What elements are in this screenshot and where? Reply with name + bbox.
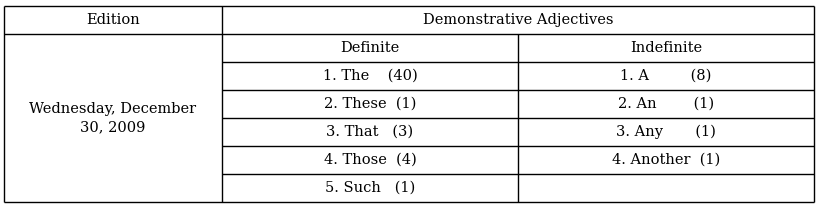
Text: Indefinite: Indefinite [630,41,702,55]
Text: 4. Another  (1): 4. Another (1) [612,153,720,167]
Text: Definite: Definite [340,41,400,55]
Text: 2. An        (1): 2. An (1) [618,97,714,111]
Text: 1. A         (8): 1. A (8) [620,69,712,83]
Text: 5. Such   (1): 5. Such (1) [325,181,415,195]
Text: 3. Any       (1): 3. Any (1) [616,125,716,139]
Text: Edition: Edition [86,13,140,27]
Text: 2. These  (1): 2. These (1) [324,97,416,111]
Text: Demonstrative Adjectives: Demonstrative Adjectives [423,13,614,27]
Text: Wednesday, December
30, 2009: Wednesday, December 30, 2009 [29,102,196,134]
Text: 4. Those  (4): 4. Those (4) [324,153,416,167]
Text: 3. That   (3): 3. That (3) [326,125,414,139]
Text: 1. The    (40): 1. The (40) [322,69,417,83]
